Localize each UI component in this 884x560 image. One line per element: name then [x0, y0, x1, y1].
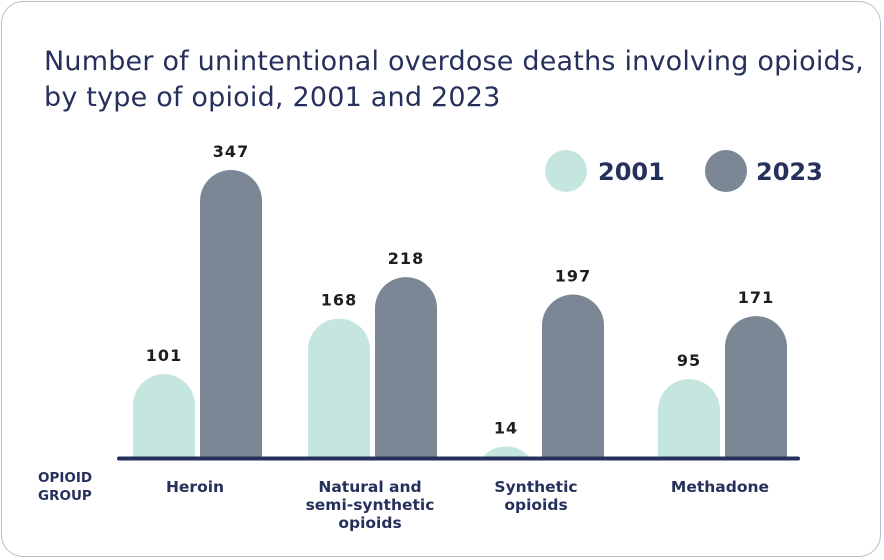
bar-2001-1 [308, 318, 370, 458]
bar-2001-3 [658, 379, 720, 458]
category-label-3-0: Methadone [671, 478, 769, 496]
bar-2001-0 [133, 374, 195, 458]
chart-title-line-1: Number of unintentional overdose deaths … [44, 46, 864, 77]
legend-label-2023: 2023 [756, 158, 823, 186]
value-label-2023-2: 197 [555, 266, 591, 285]
value-label-2001-2: 14 [494, 418, 518, 437]
bar-2001-2 [481, 446, 531, 458]
value-label-2023-1: 218 [388, 249, 424, 268]
category-label-1-0: Natural and [318, 478, 421, 496]
category-label-2-1: opioids [504, 496, 567, 514]
value-label-2023-3: 171 [738, 288, 774, 307]
bar-2023-0 [200, 170, 262, 458]
bar-2023-3 [725, 316, 787, 458]
bar-2023-2 [542, 294, 604, 458]
category-label-1-2: opioids [338, 514, 401, 532]
legend-swatch-2023 [705, 150, 747, 192]
chart-title-line-2: by type of opioid, 2001 and 2023 [44, 82, 501, 113]
legend-label-2001: 2001 [598, 158, 665, 186]
legend-swatch-2001 [545, 150, 587, 192]
x-axis-label-0: OPIOID [38, 470, 92, 486]
category-label-0-0: Heroin [166, 478, 224, 496]
value-label-2001-1: 168 [321, 291, 357, 310]
value-label-2001-3: 95 [677, 351, 701, 370]
value-label-2001-0: 101 [146, 346, 182, 365]
bar-2023-1 [375, 277, 437, 458]
x-axis-label-1: GROUP [38, 488, 92, 504]
category-label-1-1: semi-synthetic [306, 496, 435, 514]
value-label-2023-0: 347 [213, 142, 249, 161]
category-label-2-0: Synthetic [494, 478, 577, 496]
chart-title: Number of unintentional overdose deaths … [44, 44, 864, 116]
